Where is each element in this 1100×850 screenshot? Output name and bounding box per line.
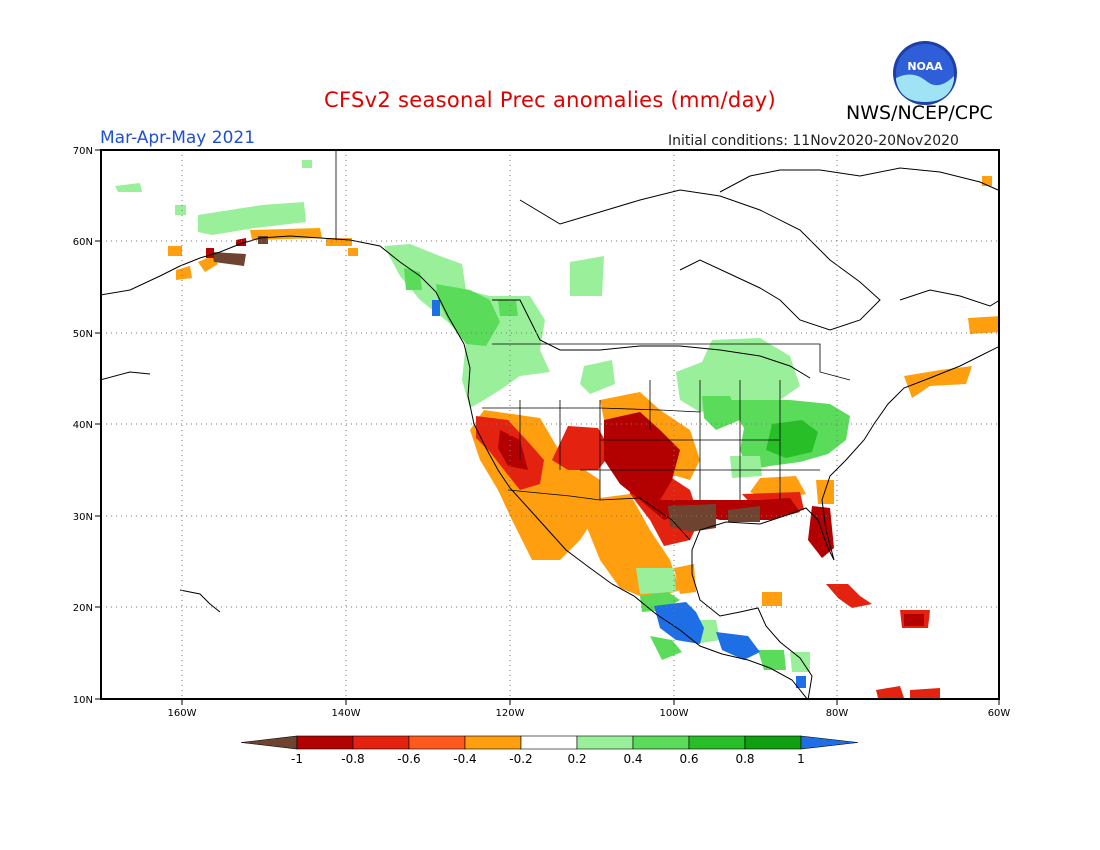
region-caribbean-dry — [826, 584, 940, 698]
region-southwest-orange — [470, 392, 834, 606]
region-caribbean-dark — [904, 614, 924, 626]
region-alaska-very-dry — [212, 236, 268, 266]
lat-label: 70N — [73, 146, 93, 157]
region-alaska-dry — [168, 228, 358, 280]
colorbar-tick-label: -0.4 — [453, 752, 476, 766]
region-bc-blue — [432, 300, 440, 316]
colorbar-tick-label: -0.2 — [509, 752, 532, 766]
lon-label: 100W — [660, 708, 689, 719]
colorbar-labels: -1 -0.8 -0.6 -0.4 -0.2 0.2 0.4 0.6 0.8 1 — [291, 752, 805, 766]
colorbar-swatch — [688, 735, 746, 750]
lat-label: 20N — [73, 603, 93, 614]
colorbar-tick-label: 1 — [797, 752, 805, 766]
chart-title: CFSv2 seasonal Prec anomalies (mm/day) — [324, 88, 776, 112]
colorbar-swatch — [744, 735, 802, 750]
initial-conditions-label: Initial conditions: 11Nov2020-20Nov2020 — [668, 133, 959, 149]
lat-label: 40N — [73, 420, 93, 431]
region-pacific-northwest-wet — [384, 244, 800, 412]
colorbar-swatch — [520, 735, 578, 750]
region-southern-plains-dry — [498, 412, 834, 558]
coastlines — [101, 167, 999, 699]
colorbar-arrow-low — [240, 735, 298, 750]
region-southern-mexico-wet — [654, 602, 806, 688]
political-borders — [335, 150, 851, 541]
region-gulf-coast-very-dry — [668, 504, 760, 532]
region-pacific-northwest-green — [404, 268, 518, 346]
lat-label: 10N — [73, 695, 93, 706]
lat-label: 30N — [73, 512, 93, 523]
lat-labels: 70N 60N 50N 40N 30N 20N 10N — [73, 146, 93, 706]
region-east-canada-dry — [904, 176, 999, 398]
season-label: Mar-Apr-May 2021 — [100, 128, 256, 148]
lat-lon-grid — [101, 150, 999, 699]
noaa-logo-icon: NOAA — [893, 41, 957, 105]
anomaly-fields — [115, 160, 999, 698]
region-ohio-valley-core — [766, 420, 818, 458]
colorbar-swatch — [464, 735, 522, 750]
colorbar-swatch — [632, 735, 690, 750]
lon-label: 60W — [988, 708, 1011, 719]
colorbar-tick-label: 0.4 — [623, 752, 642, 766]
colorbar-swatch — [408, 735, 466, 750]
region-mexico-green — [640, 592, 786, 670]
lon-label: 140W — [332, 708, 361, 719]
lon-label: 80W — [826, 708, 849, 719]
colorbar-swatch — [296, 735, 354, 750]
colorbar-tick-label: 0.8 — [735, 752, 754, 766]
colorbar-arrow-high — [800, 735, 859, 750]
lon-label: 160W — [168, 708, 197, 719]
colorbar — [240, 735, 859, 750]
region-alaska-wet — [115, 160, 312, 235]
colorbar-tick-label: -1 — [291, 752, 303, 766]
colorbar-swatch — [352, 735, 410, 750]
colorbar-tick-label: -0.8 — [341, 752, 364, 766]
lat-label: 60N — [73, 237, 93, 248]
lon-label: 120W — [496, 708, 525, 719]
colorbar-tick-label: 0.6 — [679, 752, 698, 766]
lat-label: 50N — [73, 329, 93, 340]
region-alaska-red — [206, 238, 246, 258]
colorbar-tick-label: -0.6 — [397, 752, 420, 766]
map-frame — [100, 149, 1000, 700]
colorbar-swatch — [576, 735, 634, 750]
lon-labels: 160W 140W 120W 100W 80W 60W — [168, 708, 1011, 719]
region-mexico-wet — [636, 568, 810, 672]
svg-text:NOAA: NOAA — [907, 60, 943, 73]
colorbar-tick-label: 0.2 — [567, 752, 586, 766]
region-midatlantic-wet — [730, 456, 762, 478]
agency-label: NWS/NCEP/CPC — [846, 102, 993, 124]
axis-ticks — [95, 149, 1000, 705]
